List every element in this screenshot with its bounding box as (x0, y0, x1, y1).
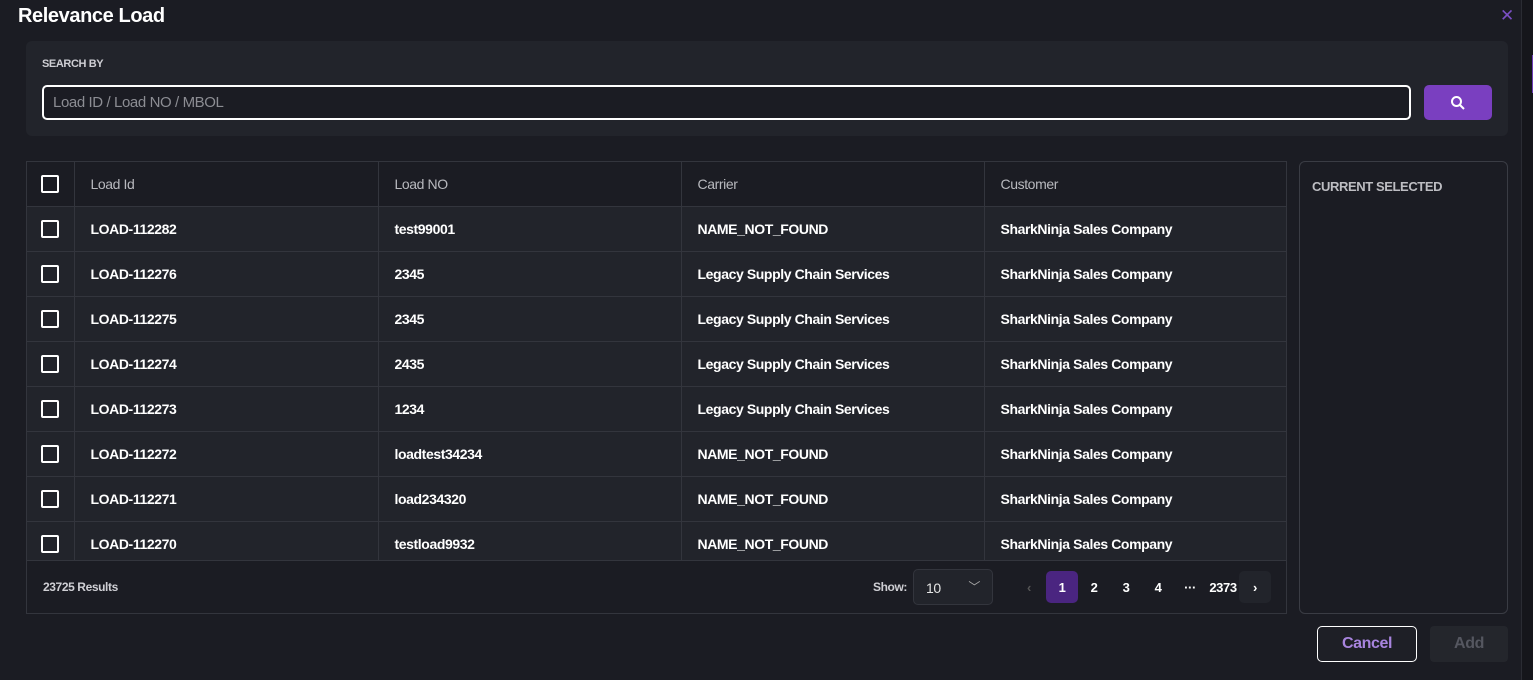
cell-carrier: Legacy Supply Chain Services (680, 340, 985, 387)
table-row[interactable]: LOAD-112282 test99001 NAME_NOT_FOUND SharkN… (27, 205, 1287, 252)
row-checkbox[interactable] (41, 309, 59, 328)
table-row[interactable]: LOAD-112273 1234 Legacy Supply Chain Servi… (27, 385, 1287, 432)
select-all-checkbox[interactable] (41, 174, 59, 193)
cell-load-no: 2345 (377, 250, 682, 297)
cell-load-no: load234320 (377, 475, 682, 522)
row-checkbox[interactable] (41, 399, 59, 418)
add-button[interactable]: Add (1430, 626, 1508, 662)
table-header: Load Id Load NO Carrier Customer (27, 162, 1287, 207)
cell-load-no: testload9932 (377, 520, 682, 567)
page-button[interactable]: 4 (1154, 579, 1162, 595)
row-checkbox[interactable] (41, 354, 59, 373)
cell-load-no: 2435 (377, 340, 682, 387)
cell-customer: SharkNinja Sales Company (983, 475, 1287, 522)
current-selected-title: CURRENT SELECTED (1312, 179, 1443, 194)
current-selected-panel: CURRENT SELECTED (1299, 161, 1508, 614)
search-panel: SEARCH BY (26, 41, 1508, 136)
cell-customer: SharkNinja Sales Company (983, 250, 1287, 297)
cell-load-no: test99001 (377, 205, 682, 252)
row-checkbox[interactable] (41, 489, 59, 508)
cell-carrier: Legacy Supply Chain Services (680, 250, 985, 297)
cell-load-no: 1234 (377, 385, 682, 432)
column-header[interactable]: Carrier (680, 162, 985, 207)
row-checkbox[interactable] (41, 444, 59, 463)
page-size-select[interactable]: 10 ﹀ (913, 569, 993, 605)
page-button[interactable]: 1 (1046, 571, 1078, 603)
table-footer: 23725 Results Show: 10 ﹀ ‹ 1 2 3 4 ··· 23… (27, 560, 1286, 613)
cell-load-no: 2345 (377, 295, 682, 342)
search-icon (1451, 95, 1465, 110)
page-size-value: 10 (926, 580, 941, 596)
cell-carrier: NAME_NOT_FOUND (680, 475, 985, 522)
cell-carrier: NAME_NOT_FOUND (680, 430, 985, 477)
table-row[interactable]: LOAD-112275 2345 Legacy Supply Chain Servi… (27, 295, 1287, 342)
table-row[interactable]: LOAD-112274 2435 Legacy Supply Chain Servi… (27, 340, 1287, 387)
show-label: Show: (873, 580, 907, 594)
cell-customer: SharkNinja Sales Company (983, 205, 1287, 252)
table-row[interactable]: LOAD-112271 load234320 NAME_NOT_FOUND Shark… (27, 475, 1287, 522)
table-row[interactable]: LOAD-112272 loadtest34234 NAME_NOT_FOUND Sh… (27, 430, 1287, 477)
close-icon[interactable]: ✕ (1500, 6, 1514, 25)
page-button[interactable]: 3 (1122, 579, 1130, 595)
row-checkbox[interactable] (41, 264, 59, 283)
cell-customer: SharkNinja Sales Company (983, 520, 1287, 567)
search-label: SEARCH BY (42, 58, 104, 70)
modal-title: Relevance Load (18, 5, 165, 27)
cell-customer: SharkNinja Sales Company (983, 295, 1287, 342)
cell-customer: SharkNinja Sales Company (983, 340, 1287, 387)
cell-customer: SharkNinja Sales Company (983, 430, 1287, 477)
column-header[interactable]: Customer (983, 162, 1287, 207)
page-ellipsis[interactable]: ··· (1184, 579, 1196, 595)
cell-load-no: loadtest34234 (377, 430, 682, 477)
next-page-button[interactable]: › (1239, 571, 1271, 603)
search-input[interactable] (42, 85, 1411, 120)
results-count: 23725 Results (43, 580, 118, 594)
column-header[interactable]: Load NO (377, 162, 682, 207)
search-button[interactable] (1424, 85, 1492, 120)
background-window-edge (1521, 0, 1533, 680)
row-checkbox[interactable] (41, 219, 59, 238)
cell-load-id: LOAD-112274 (73, 340, 379, 387)
cell-carrier: Legacy Supply Chain Services (680, 385, 985, 432)
cell-load-id: LOAD-112275 (73, 295, 379, 342)
cell-customer: SharkNinja Sales Company (983, 385, 1287, 432)
cell-carrier: NAME_NOT_FOUND (680, 205, 985, 252)
cell-load-id: LOAD-112272 (73, 430, 379, 477)
column-header[interactable]: Load Id (73, 162, 379, 207)
row-checkbox[interactable] (41, 534, 59, 553)
cell-load-id: LOAD-112271 (73, 475, 379, 522)
page-button[interactable]: 2373 (1209, 579, 1237, 595)
loads-table: Load Id Load NO Carrier Customer LOAD-11… (26, 161, 1287, 614)
cancel-button[interactable]: Cancel (1317, 626, 1417, 662)
cell-carrier: Legacy Supply Chain Services (680, 295, 985, 342)
cell-load-id: LOAD-112276 (73, 250, 379, 297)
table-row[interactable]: LOAD-112276 2345 Legacy Supply Chain Servi… (27, 250, 1287, 297)
cell-load-id: LOAD-112282 (73, 205, 379, 252)
cell-load-id: LOAD-112273 (73, 385, 379, 432)
prev-page-button[interactable]: ‹ (1027, 579, 1031, 595)
page-button[interactable]: 2 (1090, 579, 1098, 595)
chevron-down-icon: ﹀ (968, 580, 980, 594)
